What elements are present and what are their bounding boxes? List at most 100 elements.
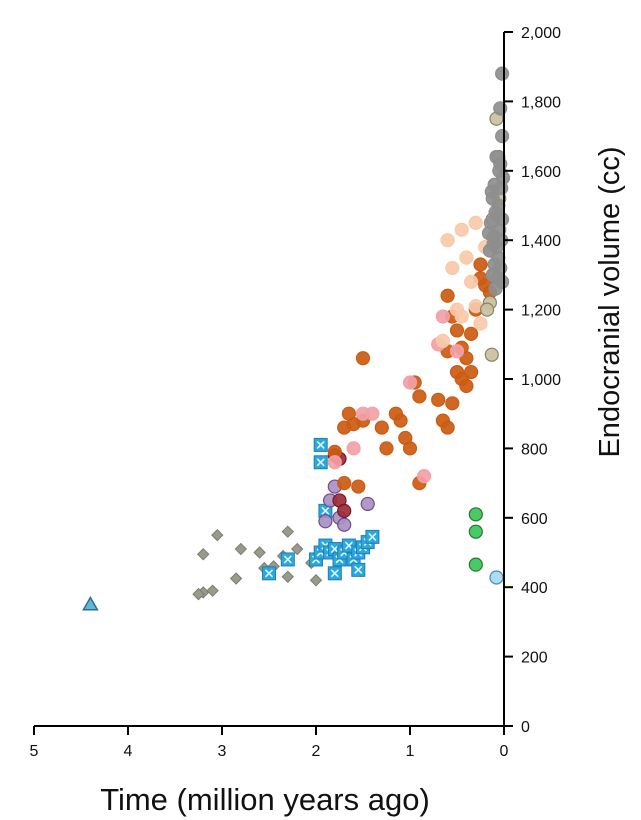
x-tick-label: 3 bbox=[218, 743, 227, 760]
data-point bbox=[440, 288, 455, 303]
data-point bbox=[449, 323, 465, 338]
data-point bbox=[196, 548, 210, 561]
marker-cross bbox=[354, 565, 363, 574]
data-point bbox=[211, 528, 224, 542]
data-point bbox=[337, 503, 352, 518]
y-tick-label: 400 bbox=[521, 580, 548, 597]
y-tick-label: 200 bbox=[521, 650, 548, 667]
data-point bbox=[464, 326, 479, 341]
data-point bbox=[468, 557, 483, 572]
x-tick-label: 1 bbox=[406, 743, 415, 760]
y-tick-label: 1,400 bbox=[521, 233, 561, 250]
x-tick-label: 4 bbox=[124, 743, 133, 760]
data-point bbox=[412, 389, 427, 404]
data-point bbox=[445, 260, 460, 276]
data-point bbox=[464, 364, 479, 380]
data-point bbox=[490, 208, 505, 224]
data-point bbox=[346, 441, 361, 456]
data-point bbox=[337, 517, 352, 532]
y-tick-label: 1,800 bbox=[521, 94, 561, 111]
data-point bbox=[459, 378, 474, 394]
marker-cross bbox=[264, 569, 274, 578]
series-archaic-homo bbox=[435, 215, 493, 348]
series-homo-naledi bbox=[468, 507, 483, 572]
data-point bbox=[309, 574, 323, 587]
data-point bbox=[464, 274, 479, 289]
marker-cross bbox=[321, 506, 330, 515]
data-point bbox=[281, 570, 295, 583]
data-point bbox=[435, 333, 450, 348]
data-point bbox=[468, 507, 483, 522]
y-tick-label: 2,000 bbox=[521, 25, 561, 42]
series-homo-erectus bbox=[327, 257, 497, 494]
data-point bbox=[473, 316, 488, 331]
data-point bbox=[355, 351, 371, 366]
data-point bbox=[484, 184, 499, 199]
data-point bbox=[379, 441, 394, 456]
series-ardipithecus bbox=[82, 596, 99, 611]
data-point bbox=[374, 420, 389, 435]
data-points bbox=[82, 66, 511, 611]
data-point bbox=[431, 392, 446, 407]
data-point bbox=[402, 441, 418, 456]
series-paranthropus bbox=[262, 437, 380, 581]
data-point bbox=[234, 542, 248, 556]
data-point bbox=[318, 514, 333, 529]
marker-cross bbox=[283, 555, 292, 564]
data-point bbox=[468, 524, 483, 539]
marker-cross bbox=[368, 532, 377, 541]
data-point bbox=[229, 572, 243, 585]
data-point bbox=[459, 351, 474, 366]
y-tick-label: 0 bbox=[521, 719, 530, 736]
data-point bbox=[440, 233, 455, 248]
y-axis-ticks: 0 200 400 600 800 1,000 1,200 1,400 1,600 1,800 2,… bbox=[504, 25, 561, 736]
data-point bbox=[351, 562, 366, 577]
data-point bbox=[479, 302, 495, 317]
data-point bbox=[495, 129, 510, 144]
data-point bbox=[468, 215, 483, 230]
data-point bbox=[82, 596, 99, 611]
data-point bbox=[206, 584, 219, 597]
data-point bbox=[454, 309, 469, 324]
data-point bbox=[365, 529, 380, 544]
y-tick-label: 1,000 bbox=[521, 372, 561, 389]
x-tick-label: 2 bbox=[312, 743, 321, 760]
marker-cross bbox=[330, 569, 339, 578]
y-tick-label: 800 bbox=[521, 441, 548, 458]
data-point bbox=[281, 525, 295, 538]
data-point bbox=[449, 344, 465, 359]
data-point bbox=[488, 281, 503, 296]
data-point bbox=[495, 66, 510, 81]
data-point bbox=[417, 469, 432, 484]
data-point bbox=[313, 455, 328, 470]
y-tick-label: 1,200 bbox=[521, 303, 561, 320]
marker-cross bbox=[344, 541, 353, 550]
data-point bbox=[402, 375, 418, 390]
y-axis-title: Endocranial volume (cc) bbox=[594, 146, 626, 457]
data-point bbox=[327, 455, 342, 470]
data-point bbox=[313, 437, 328, 452]
marker-cross bbox=[330, 544, 339, 554]
marker-cross bbox=[316, 458, 325, 467]
data-point bbox=[337, 476, 352, 491]
marker-cross bbox=[316, 440, 325, 449]
data-point bbox=[445, 396, 460, 411]
data-point bbox=[489, 570, 504, 585]
series-homo-floresiensis bbox=[489, 570, 504, 585]
y-tick-label: 1,600 bbox=[521, 164, 561, 181]
data-point bbox=[365, 406, 380, 421]
data-point bbox=[473, 257, 488, 272]
data-point bbox=[481, 226, 497, 241]
data-point bbox=[440, 420, 455, 435]
x-tick-label: 5 bbox=[30, 743, 39, 760]
data-point bbox=[484, 347, 499, 362]
data-point bbox=[435, 309, 450, 324]
data-point bbox=[351, 479, 366, 494]
data-point bbox=[393, 413, 408, 428]
x-axis-ticks: 5 4 3 2 1 0 bbox=[30, 726, 509, 760]
data-point bbox=[280, 552, 295, 567]
y-tick-label: 600 bbox=[521, 511, 548, 528]
x-axis-title: Time (million years ago) bbox=[100, 782, 430, 817]
data-point bbox=[262, 566, 276, 581]
